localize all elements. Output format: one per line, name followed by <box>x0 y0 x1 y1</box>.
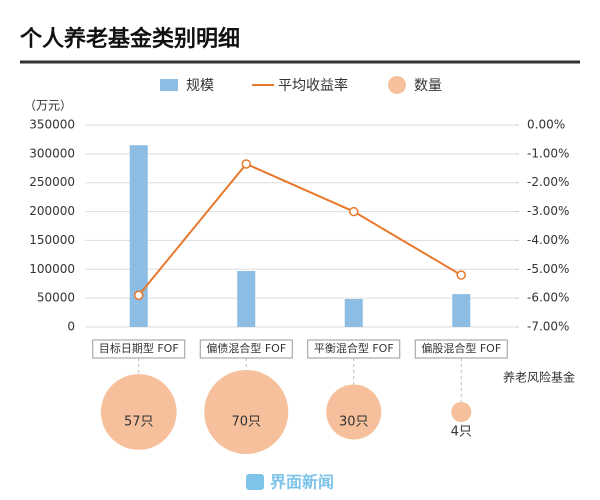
legend-swatch <box>388 76 406 94</box>
line-marker <box>349 206 359 217</box>
y-tick-label: 50000 <box>37 291 75 305</box>
x-tick-label: 偏债混合型 FOF <box>206 341 286 355</box>
y2-tick-label: -6.00% <box>527 291 569 305</box>
x-tick-label: 目标日期型 FOF <box>99 341 179 355</box>
y2-tick-label: -3.00% <box>527 204 569 218</box>
category-box <box>92 339 186 359</box>
x-tick-label: 平衡混合型 FOF <box>314 341 394 355</box>
bubble <box>451 401 472 423</box>
y2-tick-label: -5.00% <box>527 262 569 276</box>
logo-icon <box>246 474 264 490</box>
bar <box>237 271 256 327</box>
bubble-label: 30只 <box>339 415 369 430</box>
bubble <box>100 374 177 450</box>
bubble <box>326 384 382 440</box>
line-marker <box>456 270 466 280</box>
chart-title: 个人养老基金类别明细 <box>20 26 240 52</box>
line <box>137 162 462 296</box>
y-tick-label: 300000 <box>29 146 75 160</box>
bar <box>129 145 148 327</box>
y2-tick-label: -7.00% <box>527 320 569 334</box>
y2-tick-label: -2.00% <box>527 175 569 189</box>
bar <box>452 294 471 327</box>
legend-label: 平均收益率 <box>278 77 348 94</box>
bubble-label: 4只 <box>451 425 472 440</box>
y-tick-label: 350000 <box>29 118 75 132</box>
source: 养老风险基金 <box>503 370 575 385</box>
y-tick-label: 250000 <box>29 175 75 189</box>
y-tick-label: 100000 <box>29 262 75 276</box>
legend-swatch <box>160 79 178 91</box>
y2-tick-label: 0.00% <box>527 118 565 132</box>
line-marker <box>134 290 144 301</box>
y-tick-label: 150000 <box>29 233 75 247</box>
bar <box>344 299 363 327</box>
line-marker <box>241 159 251 169</box>
legend-label: 规模 <box>186 78 214 94</box>
y-axis-label: （万元） <box>24 99 72 113</box>
category-box <box>199 339 293 359</box>
legend-label: 数量 <box>414 78 442 94</box>
category-box <box>307 339 401 359</box>
watermark: 界面新闻 <box>270 473 334 492</box>
y-tick-label: 200000 <box>29 204 75 218</box>
bubble <box>204 370 289 454</box>
bubble-label: 70只 <box>231 415 261 430</box>
bubble-label: 57只 <box>124 415 154 430</box>
category-box <box>414 339 508 359</box>
y2-tick-label: -4.00% <box>527 233 569 247</box>
x-tick-label: 偏股混合型 FOF <box>421 341 501 355</box>
y2-tick-label: -1.00% <box>527 146 569 160</box>
y-tick-label: 0 <box>67 320 75 334</box>
